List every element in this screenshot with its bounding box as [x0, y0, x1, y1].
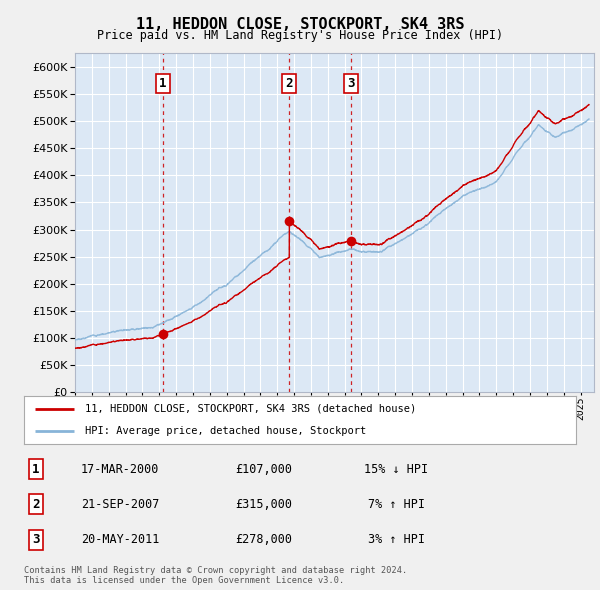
- Text: 7% ↑ HPI: 7% ↑ HPI: [367, 498, 425, 511]
- Text: 3: 3: [32, 533, 40, 546]
- Text: 3% ↑ HPI: 3% ↑ HPI: [367, 533, 425, 546]
- Text: 11, HEDDON CLOSE, STOCKPORT, SK4 3RS: 11, HEDDON CLOSE, STOCKPORT, SK4 3RS: [136, 17, 464, 31]
- Text: 17-MAR-2000: 17-MAR-2000: [81, 463, 159, 476]
- Text: 1: 1: [159, 77, 167, 90]
- Text: 1: 1: [32, 463, 40, 476]
- Text: 21-SEP-2007: 21-SEP-2007: [81, 498, 159, 511]
- Text: 20-MAY-2011: 20-MAY-2011: [81, 533, 159, 546]
- Text: 11, HEDDON CLOSE, STOCKPORT, SK4 3RS (detached house): 11, HEDDON CLOSE, STOCKPORT, SK4 3RS (de…: [85, 404, 416, 414]
- Text: £315,000: £315,000: [235, 498, 293, 511]
- Text: 2: 2: [286, 77, 293, 90]
- Text: HPI: Average price, detached house, Stockport: HPI: Average price, detached house, Stoc…: [85, 427, 366, 437]
- Text: Price paid vs. HM Land Registry's House Price Index (HPI): Price paid vs. HM Land Registry's House …: [97, 30, 503, 42]
- Text: 15% ↓ HPI: 15% ↓ HPI: [364, 463, 428, 476]
- Text: £278,000: £278,000: [235, 533, 293, 546]
- Text: Contains HM Land Registry data © Crown copyright and database right 2024.
This d: Contains HM Land Registry data © Crown c…: [24, 566, 407, 585]
- Text: £107,000: £107,000: [235, 463, 293, 476]
- Text: 2: 2: [32, 498, 40, 511]
- Text: 3: 3: [347, 77, 355, 90]
